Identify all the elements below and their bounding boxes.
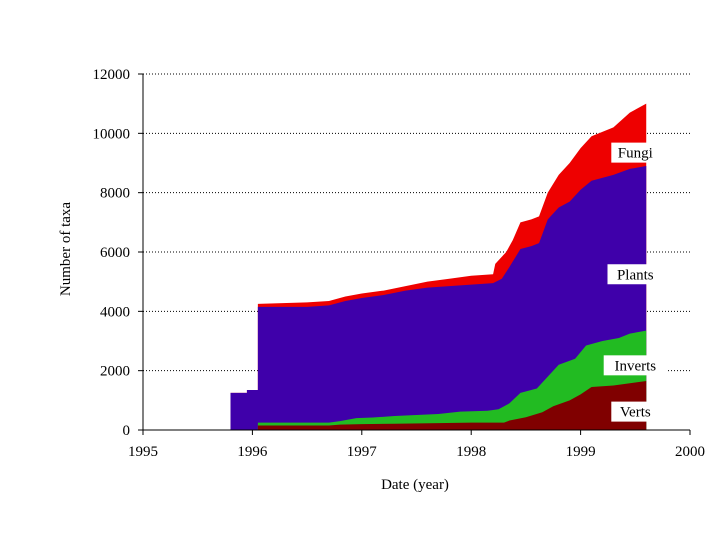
x-axis-title: Date (year) [381,477,449,493]
y-tick-label-4000: 4000 [100,304,130,320]
y-tick-label-2000: 2000 [100,364,130,380]
y-tick-label-12000: 12000 [93,67,131,83]
series-label-box [603,355,667,376]
series-label-inverts: Inverts [603,355,667,376]
x-tick-label-2000: 2000 [675,444,705,460]
y-tick-label-6000: 6000 [100,245,130,261]
x-tick-label-1998: 1998 [456,444,486,460]
series-label-text: Inverts [614,358,656,374]
series-label-verts: Verts [611,401,660,422]
area-plants [230,165,647,430]
series-labels: Verts Inverts Plants Fungi [603,142,667,422]
x-tick-label-1997: 1997 [347,444,378,460]
area-inverts [230,330,647,430]
series-label-box [607,264,664,285]
y-axis-title: Number of taxa [58,202,74,296]
area-verts [230,381,647,430]
axes: 0 2000 4000 6000 8000 10000 12000 1995 1996 1997 1… [93,67,706,460]
y-tick-label-0: 0 [123,423,131,439]
series-label-text: Verts [620,405,651,421]
y-tick-label-10000: 10000 [93,126,131,142]
x-tick-label-1995: 1995 [128,444,158,460]
x-tick-label-1996: 1996 [237,444,268,460]
stacked-areas [230,103,647,431]
series-label-fungi: Fungi [611,142,660,163]
series-label-box [611,142,660,163]
series-label-box [611,401,660,422]
y-tick-label-8000: 8000 [100,186,130,202]
series-label-text: Plants [617,267,654,283]
series-label-plants: Plants [607,264,664,285]
series-label-text: Fungi [618,146,653,162]
x-tick-label-1999: 1999 [566,444,596,460]
